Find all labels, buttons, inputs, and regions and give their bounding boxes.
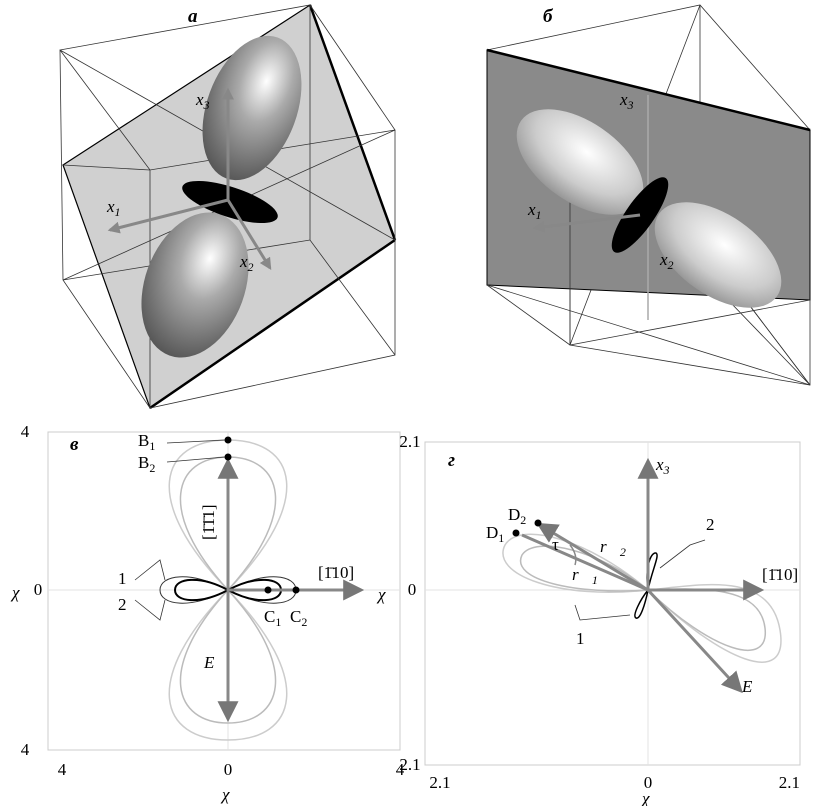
label: 2.1 [779,773,800,792]
point [265,587,272,594]
label: χ [10,583,20,602]
label: E⃗ [203,653,228,672]
label-part: 2 [301,615,307,629]
label-part: 1 [592,573,598,587]
label-part: 3 [203,98,210,112]
point [293,587,300,594]
label-part: C [264,607,275,626]
label-part: C [290,607,301,626]
label-part: D [486,523,498,542]
label: χ [220,785,230,804]
label: б [543,6,554,27]
label-part: 1 [275,615,281,629]
label-part: D [508,505,520,524]
frame [425,442,800,765]
label: г [448,450,455,471]
point [225,454,232,461]
label: а [188,6,198,27]
page: а x3 x1 x2 б x3 x1 x2 в 4 0 4 χ 4 0 4 χ … [0,0,829,806]
label: 1 [576,629,585,648]
label: 2 [706,515,715,534]
point [535,520,542,527]
label-part: 1 [115,205,121,219]
label-part: 1 [536,208,542,222]
label: 4 [21,422,30,441]
label: χ [640,789,650,806]
point [513,530,520,537]
label-part: 2 [248,260,254,274]
label-part: 2 [668,258,674,272]
label: 1 [118,569,127,588]
label-part: 2 [149,461,155,475]
label: [1̄10] [762,565,798,584]
label: 2.1 [399,432,420,451]
panel-b: б x3 x1 x2 [487,5,810,385]
panel-a: а x3 x1 x2 [60,5,395,408]
panel-d: г 2.1 0 2.1 χ 2.1 0 2.1 χ x3 D1 D2 τ r⃗2… [376,432,800,806]
label: 2.1 [429,773,450,792]
label-part: B [138,453,149,472]
label-part: 2 [520,513,526,527]
label: 2 [118,595,127,614]
label: [1̄1̄1] [199,504,218,540]
label: τ [552,535,559,554]
label: 4 [21,740,30,759]
label-part: 3 [627,98,634,112]
label-part: B [138,431,149,450]
point [225,437,232,444]
label: 0 [408,580,417,599]
label-part: 2 [620,545,626,559]
label: в [70,434,79,455]
label: 0 [224,760,233,779]
label-part: 1 [149,439,155,453]
label: E⃗ [741,677,766,696]
label-part: r⃗ [600,537,620,556]
label: [1̄10] [318,563,354,582]
label: 0 [34,580,43,599]
label: 4 [58,760,67,779]
figure: а x3 x1 x2 б x3 x1 x2 в 4 0 4 χ 4 0 4 χ … [0,0,829,806]
label: χ [376,585,386,604]
label: 2.1 [399,755,420,774]
label-part: 3 [663,463,670,477]
label-part: r⃗ [572,565,592,584]
panel-c: в 4 0 4 χ 4 0 4 χ B1 B2 C1 C2 [1̄1̄1] [1… [10,422,405,804]
label-part: 1 [498,531,504,545]
